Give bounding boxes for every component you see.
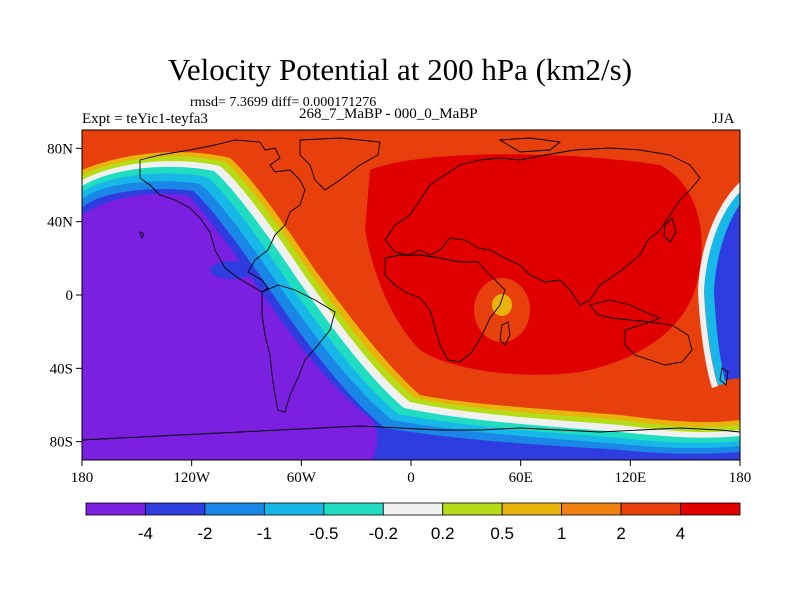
coastline-australia (624, 321, 693, 366)
coastline-new-zealand (719, 367, 729, 386)
lat-tick-label: 0 (66, 288, 74, 304)
field-positive-core (365, 154, 702, 375)
field-east-cyan (704, 188, 740, 385)
coastline-africa (384, 254, 506, 363)
colorbar-label: -4 (138, 524, 153, 543)
map-axes: 180 120W 60W 0 60E 120E 180 80N 40N 0 40S 80S (47, 141, 751, 486)
colorbar-label: -0.2 (369, 524, 398, 543)
colorbar-label: 4 (676, 524, 685, 543)
plot-title: Velocity Potential at 200 hPa (km2/s) (167, 52, 633, 87)
colorbar-swatch (501, 502, 563, 516)
lon-tick-label: 0 (407, 470, 415, 486)
lon-tick-label: 180 (71, 470, 94, 486)
colorbar-swatch (442, 502, 503, 516)
coastline-greenland (299, 137, 381, 191)
lon-tick-label: 180 (729, 470, 752, 486)
season-label: JJA (712, 111, 735, 127)
experiment-label: Expt = teYic1-teyfa3 (82, 111, 208, 127)
colorbar: -4 -2 -1 -0.5 -0.2 0.2 0.5 1 2 4 (85, 502, 741, 543)
colorbar-label: -0.5 (309, 524, 338, 543)
velocity-potential-field (82, 130, 740, 460)
colorbar-label: 2 (616, 524, 625, 543)
colorbar-swatch (263, 502, 325, 516)
colorbar-swatch (204, 502, 265, 516)
field-east-negative (710, 200, 740, 380)
lon-tick-label: 120E (614, 470, 646, 486)
colorbar-swatch (85, 502, 146, 516)
coastline-eurasia (384, 147, 701, 306)
coastline-arctic-islands (498, 137, 562, 153)
colorbar-swatch (680, 502, 741, 516)
colorbar-label: -1 (257, 524, 272, 543)
field-east-white (698, 182, 740, 388)
field-contour-neg-4 (82, 193, 378, 460)
colorbar-label: 0.5 (490, 524, 514, 543)
coastlines (82, 137, 740, 441)
colorbar-swatch (382, 502, 444, 516)
colorbar-swatch (145, 502, 206, 516)
lon-tick-label: 60W (287, 470, 317, 486)
lat-tick-label: 80S (50, 435, 73, 451)
colorbar-label: 0.2 (431, 524, 455, 543)
lat-tick-label: 80N (47, 141, 73, 157)
period-label: 268_7_MaBP - 000_0_MaBP (299, 106, 478, 122)
field-pacific-blob (210, 261, 254, 279)
colorbar-swatch (620, 502, 681, 516)
coastline-south-america (261, 284, 336, 413)
coastline-madagascar (499, 321, 511, 346)
lon-tick-label: 120W (173, 470, 211, 486)
coastline-maritime-continent (589, 299, 662, 323)
colorbar-label: 1 (557, 524, 566, 543)
field-local-gold (492, 294, 512, 316)
coastline-japan (663, 217, 677, 243)
coastline-antarctica (82, 425, 740, 441)
coastline-north-america (139, 139, 306, 293)
lat-tick-label: 40S (50, 361, 73, 377)
colorbar-swatch (323, 502, 384, 516)
lon-tick-label: 60E (509, 470, 533, 486)
stats-label: rmsd= 7.3699 diff= 0.000171276 (190, 95, 377, 110)
colorbar-label: -2 (197, 524, 212, 543)
coastline-hawaii (139, 231, 145, 240)
lat-tick-label: 40N (47, 215, 73, 231)
colorbar-swatch (561, 502, 622, 516)
